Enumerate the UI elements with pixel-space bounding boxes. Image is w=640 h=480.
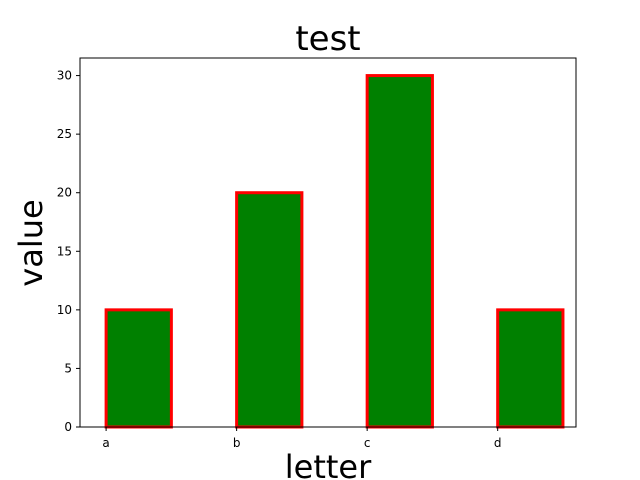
y-tick-label-10: 10 — [57, 303, 72, 317]
chart-title: test — [295, 19, 360, 59]
bars-group — [104, 74, 565, 429]
y-axis-label: value — [12, 199, 50, 286]
bar-c — [365, 74, 434, 429]
axes-frame — [79, 57, 577, 428]
bar-a — [104, 308, 173, 429]
y-tick-label-5: 5 — [64, 361, 72, 375]
x-axis-label: letter — [285, 448, 372, 480]
y-tick-label-30: 30 — [57, 69, 72, 83]
y-tick-label-25: 25 — [57, 127, 72, 141]
y-tick-label-0: 0 — [64, 420, 72, 434]
x-tick-label-d: d — [494, 436, 502, 450]
y-tick-label-15: 15 — [57, 244, 72, 258]
y-axis-ticks: 0 5 10 15 20 25 30 — [57, 69, 80, 434]
bar-b — [235, 191, 304, 429]
x-tick-label-b: b — [233, 436, 241, 450]
x-tick-label-a: a — [102, 436, 109, 450]
x-tick-label-c: c — [364, 436, 371, 450]
y-tick-label-20: 20 — [57, 186, 72, 200]
bar-d — [496, 308, 565, 429]
x-axis-ticks: a b c d — [102, 427, 501, 450]
